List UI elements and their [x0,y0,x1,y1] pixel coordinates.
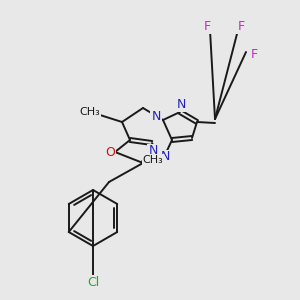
Text: N: N [151,110,161,124]
Text: N: N [176,98,186,110]
Text: F: F [237,20,244,32]
Text: Cl: Cl [87,275,99,289]
Text: F: F [203,20,211,32]
Text: O: O [105,146,115,160]
Text: F: F [250,47,258,61]
Text: CH₃: CH₃ [80,107,100,117]
Text: N: N [160,151,170,164]
Text: N: N [148,145,158,158]
Text: CH₃: CH₃ [142,155,164,165]
